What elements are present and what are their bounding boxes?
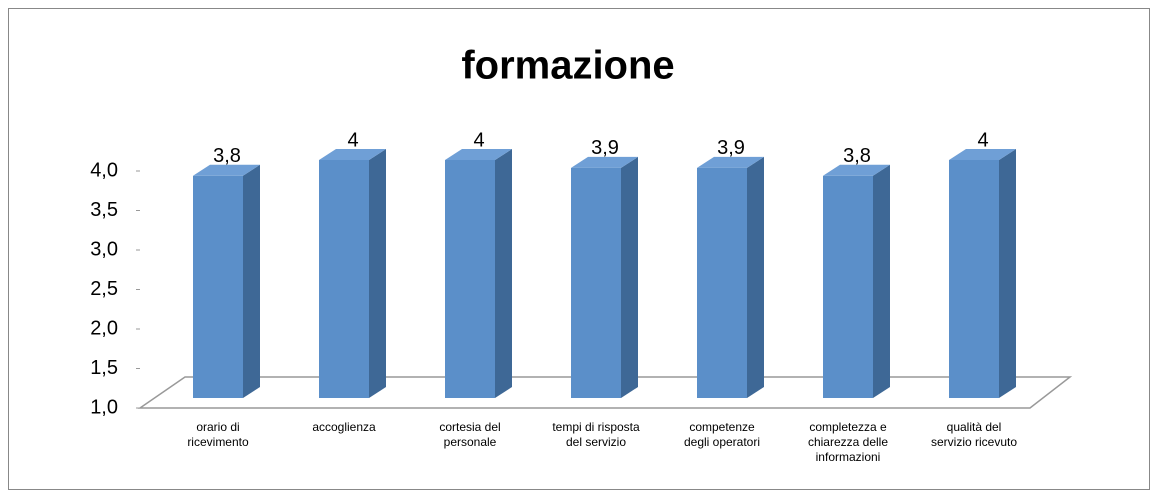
- bar: [571, 167, 621, 398]
- bar: [193, 175, 243, 398]
- bar-top: [571, 156, 638, 168]
- bar-side: [495, 149, 512, 398]
- bar-top: [823, 164, 890, 176]
- x-tick-label: tempi di risposta del servizio: [552, 420, 640, 449]
- x-tick-label: cortesia del personale: [439, 420, 501, 449]
- bar-top: [445, 149, 512, 160]
- bar: [697, 167, 747, 398]
- x-tick-label: completezza e chiarezza delle informazio…: [807, 420, 889, 464]
- value-label: 4: [473, 129, 484, 151]
- bar: [445, 160, 495, 398]
- bar-side: [621, 156, 638, 398]
- value-label: 3,9: [591, 137, 619, 159]
- bar-top: [949, 149, 1016, 160]
- bar-side: [243, 164, 260, 398]
- x-tick-label: qualità del servizio ricevuto: [930, 420, 1018, 449]
- bar-side: [999, 149, 1016, 398]
- bar-top: [697, 156, 764, 168]
- bar: [949, 160, 999, 398]
- value-label: 3,9: [717, 137, 745, 159]
- x-tick-label: orario di ricevimento: [187, 420, 249, 449]
- y-tick-label: 3,5: [90, 199, 118, 221]
- y-tick-label: 2,5: [90, 278, 118, 300]
- bar: [319, 160, 369, 398]
- value-label: 4: [977, 129, 988, 151]
- x-tick-label: competenze degli operatori: [683, 420, 761, 449]
- value-label: 3,8: [843, 145, 871, 167]
- y-tick-label: 3,0: [90, 238, 118, 260]
- bar-side: [747, 156, 764, 398]
- value-label: 3,8: [213, 145, 241, 167]
- x-tick-label: accoglienza: [312, 420, 376, 434]
- y-tick-label: 1,5: [90, 357, 118, 379]
- value-label: 4: [347, 129, 358, 151]
- y-tick-label: 2,0: [90, 317, 118, 339]
- bar-side: [873, 164, 890, 398]
- chart-title: formazione: [461, 44, 674, 88]
- y-tick-label: 4,0: [90, 159, 118, 181]
- y-tick-label: 1,0: [90, 396, 118, 418]
- bar-top: [319, 149, 386, 160]
- floor: [137, 376, 1073, 409]
- bar-top: [193, 164, 260, 176]
- bar-side: [369, 149, 386, 398]
- bar: [823, 175, 873, 398]
